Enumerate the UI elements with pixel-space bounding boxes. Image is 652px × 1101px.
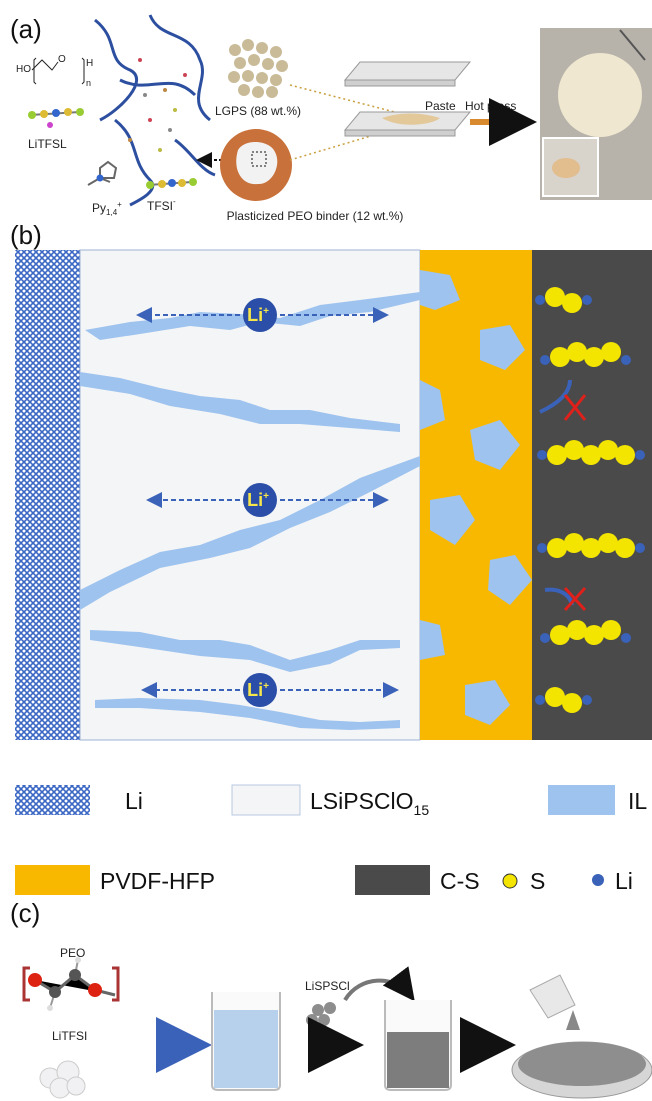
panel-label: (a)	[10, 14, 42, 44]
peo-label: PEO	[60, 946, 85, 960]
panel-b: (b) Li+ Li+ Li+	[10, 220, 652, 740]
membrane-photo	[540, 28, 652, 200]
formula-h: H	[86, 58, 93, 69]
litfsl-molecule	[28, 108, 84, 128]
casting-dish	[512, 975, 652, 1098]
legend-label: LSiPSClO15	[310, 788, 429, 818]
panel-label: (c)	[10, 898, 40, 928]
legend-text: LSiPSClO	[310, 788, 414, 814]
add-arrow	[345, 981, 410, 1000]
peo-molecule	[24, 957, 118, 1011]
legend-label: S	[530, 868, 545, 894]
ion-base: Li	[247, 305, 263, 325]
paste-label: Paste	[425, 99, 456, 113]
legend-label: IL	[628, 788, 647, 814]
formula-ho: HO	[16, 64, 31, 75]
legend-swatch	[232, 785, 300, 815]
legend-sub: 15	[414, 802, 430, 818]
legend-swatch	[15, 865, 90, 895]
binder-photo	[220, 129, 292, 201]
pvdf-layer	[420, 250, 532, 740]
ion-base: Li	[247, 680, 263, 700]
tfsi-base: TFSI	[147, 199, 173, 213]
figure: (a) HO O H n LiTFSL Py1,4+ TFSI-	[0, 0, 652, 1101]
litfsl-label: LiTFSL	[28, 137, 67, 151]
polymer-network	[95, 15, 215, 205]
lgps-label: LGPS (88 wt.%)	[215, 104, 301, 118]
peo-formula: HO O H n	[16, 54, 93, 88]
ion-sup: +	[263, 306, 269, 317]
litfsi-powder	[40, 1061, 85, 1098]
litfsi-label: LiTFSI	[52, 1029, 87, 1043]
hot-press-label: Hot press	[465, 99, 516, 113]
legend-swatch	[592, 874, 604, 886]
legend-label: Li	[615, 868, 633, 894]
panel-a: (a) HO O H n LiTFSL Py1,4+ TFSI-	[10, 14, 652, 223]
py-base: Py	[92, 201, 106, 215]
beaker-2	[385, 1000, 451, 1090]
ion-sup: +	[263, 491, 269, 502]
ion-base: Li	[247, 490, 263, 510]
legend-swatch	[548, 785, 615, 815]
panel-c: (c) PEO LiTFSI LiSPSCl	[10, 898, 652, 1098]
cathode-layer	[532, 250, 652, 740]
formula-n: n	[86, 78, 91, 88]
legend: Li LSiPSClO15 IL PVDF-HFP C-S S Li	[15, 785, 647, 895]
lispscl-powder	[306, 1002, 336, 1026]
binder-label: Plasticized PEO binder (12 wt.%)	[227, 209, 404, 223]
formula-o: O	[58, 54, 66, 65]
legend-swatch	[15, 785, 90, 815]
lispscl-label: LiSPSCl	[305, 979, 350, 993]
py-sub: 1,4	[106, 208, 118, 217]
beaker-1	[212, 992, 280, 1090]
legend-swatch	[355, 865, 430, 895]
py-sup: +	[117, 200, 122, 209]
py-molecule	[88, 162, 116, 185]
tfsi-label: TFSI-	[147, 197, 176, 213]
panel-label: (b)	[10, 220, 42, 250]
network-atoms	[128, 58, 187, 152]
legend-label: Li	[125, 788, 143, 814]
ion-sup: +	[263, 681, 269, 692]
tfsi-sup: -	[173, 197, 176, 206]
li-anode	[15, 250, 80, 740]
legend-swatch	[503, 874, 517, 888]
legend-label: PVDF-HFP	[100, 868, 215, 894]
py-label: Py1,4+	[92, 200, 122, 217]
lgps-powder	[228, 39, 288, 98]
legend-label: C-S	[440, 868, 480, 894]
